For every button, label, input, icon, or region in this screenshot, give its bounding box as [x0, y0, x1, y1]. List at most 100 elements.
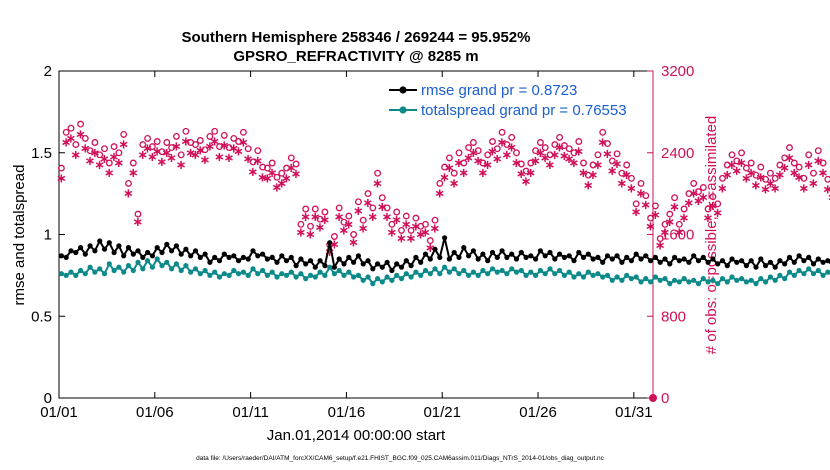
- x-tick-label: 01/01: [40, 404, 78, 421]
- data-point-assimilated: ∗: [602, 147, 613, 162]
- data-point-assimilated: ∗: [291, 167, 302, 182]
- data-point-rmse: [489, 249, 496, 256]
- data-point-totalspread: [398, 276, 405, 282]
- data-point-totalspread: [571, 274, 577, 280]
- data-point-rmse: [580, 254, 587, 260]
- data-point-rmse: [121, 253, 127, 259]
- data-point-assimilated: ∗: [128, 166, 139, 181]
- data-point-possible: [805, 151, 813, 159]
- data-point-rmse: [796, 253, 802, 259]
- data-point-possible: [517, 160, 525, 168]
- y-right-tick-label: 3200: [661, 63, 694, 80]
- data-point-possible: [398, 226, 405, 234]
- data-point-rmse: [293, 263, 299, 269]
- data-point-totalspread: [283, 272, 290, 278]
- data-point-assimilated: ∗: [386, 226, 397, 241]
- data-point-possible: [283, 164, 290, 172]
- data-point-totalspread: [624, 272, 630, 278]
- data-point-rmse: [691, 253, 697, 259]
- data-point-rmse: [619, 259, 625, 265]
- data-point-totalspread: [413, 269, 419, 275]
- data-point-totalspread: [442, 264, 448, 270]
- data-point-totalspread: [418, 272, 424, 278]
- data-point-assimilated: ∗: [492, 152, 503, 167]
- data-point-possible: [321, 208, 329, 216]
- data-point-totalspread: [729, 274, 735, 280]
- data-point-rmse: [116, 243, 122, 249]
- data-point-rmse: [78, 245, 84, 251]
- data-point-assimilated: ∗: [755, 170, 766, 185]
- data-point-assimilated: ∗: [200, 153, 211, 168]
- data-point-totalspread: [312, 274, 318, 280]
- data-point-totalspread: [346, 269, 352, 275]
- data-point-totalspread: [116, 264, 122, 270]
- data-point-possible: [196, 137, 204, 144]
- data-point-rmse: [604, 253, 611, 259]
- data-point-totalspread: [408, 274, 414, 280]
- data-point-assimilated: ∗: [549, 148, 560, 163]
- data-point-rmse: [231, 253, 237, 259]
- data-point-possible: [249, 158, 257, 166]
- y-axis-right: 0 800 1600 2400 3200: [647, 63, 694, 407]
- data-point-totalspread: [78, 267, 84, 274]
- data-point-possible: [216, 143, 223, 151]
- data-point-totalspread: [101, 271, 108, 277]
- data-point-rmse: [212, 254, 218, 260]
- data-point-assimilated: ∗: [535, 146, 546, 161]
- data-point-possible: [656, 235, 664, 243]
- data-point-rmse: [600, 259, 606, 265]
- data-point-assimilated: ∗: [477, 166, 488, 181]
- data-point-possible: [608, 157, 616, 165]
- data-point-assimilated: ∗: [722, 168, 733, 183]
- data-point-possible: [144, 134, 152, 142]
- data-point-assimilated: ∗: [396, 232, 407, 247]
- data-point-totalspread: [87, 264, 93, 270]
- data-point-totalspread: [734, 277, 740, 283]
- y-left-tick-label: 1: [44, 227, 52, 244]
- data-point-rmse: [552, 256, 558, 262]
- data-file-footnote: data file: /Users/raeder/DAI/ATM_forcXX/…: [196, 455, 605, 462]
- data-point-assimilated: ∗: [214, 150, 225, 165]
- data-point-assimilated: ∗: [415, 228, 426, 243]
- data-point-totalspread: [504, 271, 510, 277]
- x-tick-label: 01/06: [136, 404, 174, 421]
- data-point-possible: [110, 143, 118, 151]
- data-point-assimilated: ∗: [85, 154, 96, 169]
- data-point-possible: [254, 147, 262, 155]
- data-point-possible: [335, 204, 343, 212]
- data-point-totalspread: [370, 281, 376, 287]
- data-point-possible: [129, 159, 137, 167]
- data-point-assimilated: ∗: [760, 183, 771, 198]
- data-point-possible: [704, 205, 712, 213]
- data-point-totalspread: [513, 269, 520, 275]
- data-point-rmse: [408, 263, 414, 269]
- data-point-possible: [733, 157, 741, 165]
- data-point-rmse: [58, 253, 64, 259]
- data-point-assimilated: ∗: [61, 136, 72, 151]
- data-point-totalspread: [274, 274, 280, 280]
- data-point-assimilated: ∗: [257, 170, 268, 185]
- data-point-assimilated: ∗: [640, 198, 651, 213]
- data-point-assimilated: ∗: [286, 161, 297, 176]
- data-point-assimilated: ∗: [736, 156, 747, 171]
- data-point-possible: [369, 204, 377, 212]
- data-point-possible: [680, 205, 688, 213]
- data-point-totalspread: [580, 274, 587, 280]
- data-point-rmse: [97, 238, 103, 244]
- data-point-possible: [91, 139, 99, 146]
- data-point-rmse: [748, 258, 754, 264]
- data-point-possible: [604, 140, 611, 148]
- data-point-totalspread: [767, 274, 774, 280]
- data-point-totalspread: [226, 272, 232, 278]
- data-point-rmse: [149, 253, 155, 259]
- data-point-totalspread: [552, 271, 558, 277]
- data-point-possible: [508, 133, 516, 141]
- data-point-rmse: [537, 248, 544, 254]
- data-point-totalspread: [202, 267, 208, 274]
- data-point-possible: [580, 159, 587, 167]
- data-point-assimilated: ∗: [319, 213, 330, 228]
- data-point-totalspread: [715, 281, 721, 287]
- data-point-possible: [359, 216, 367, 224]
- data-point-rmse: [173, 243, 179, 249]
- data-point-assimilated: ∗: [104, 166, 115, 181]
